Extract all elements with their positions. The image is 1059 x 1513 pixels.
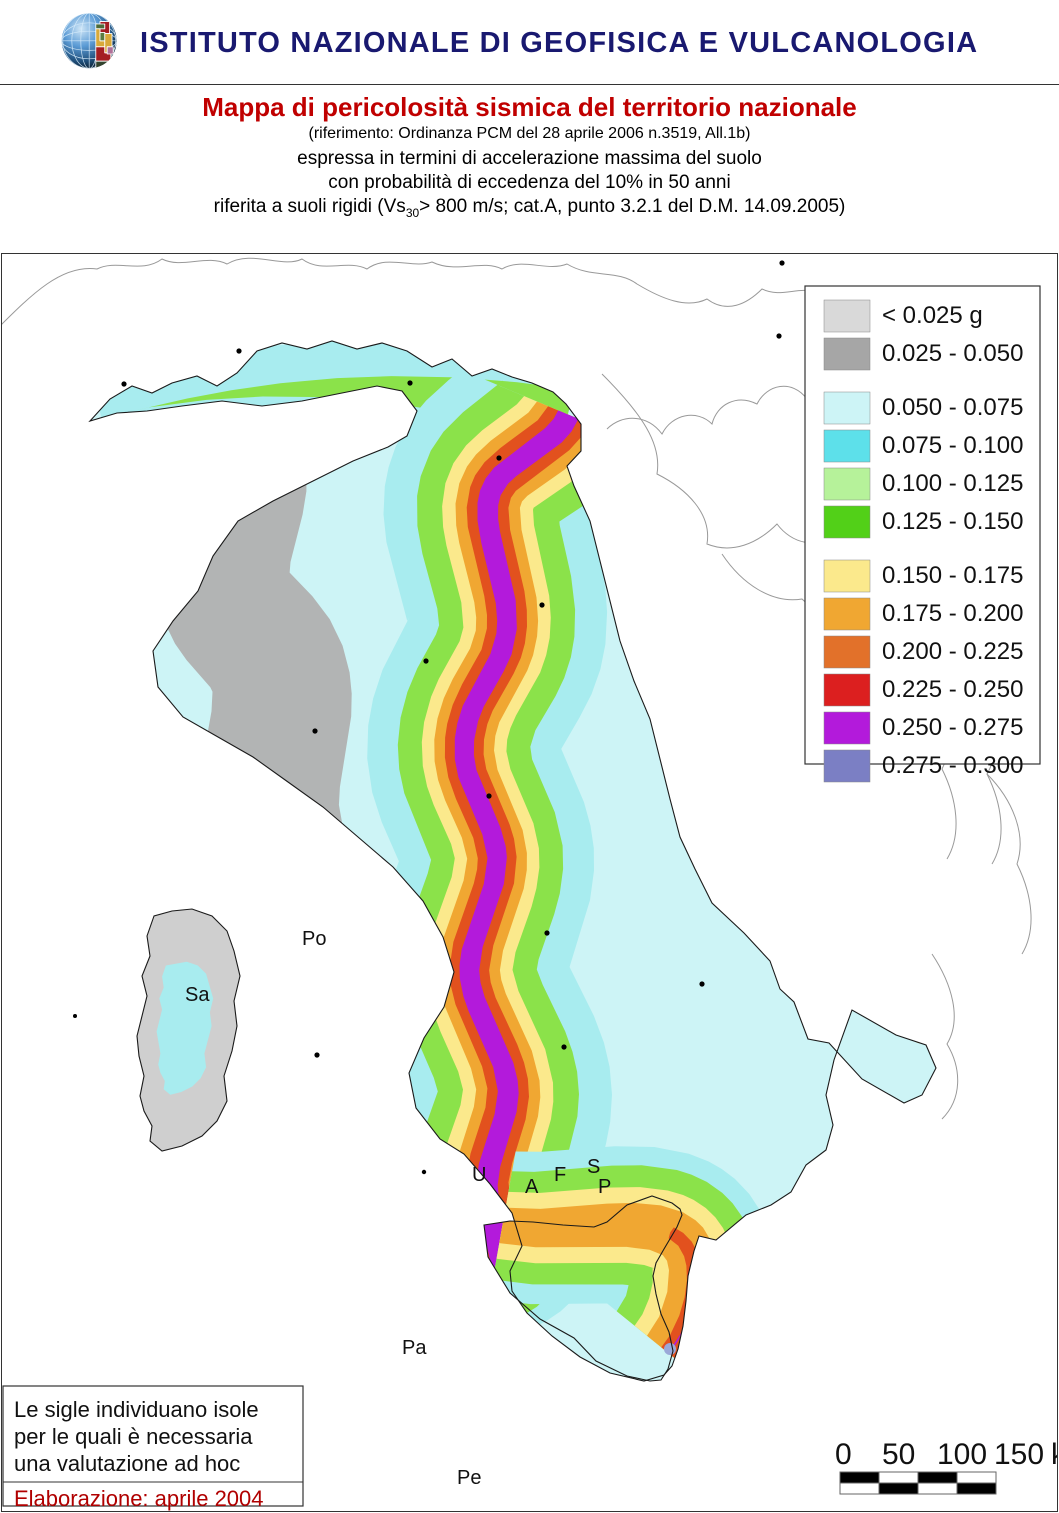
svg-text:0.225 - 0.250: 0.225 - 0.250 — [882, 676, 1023, 703]
svg-text:Sa: Sa — [185, 984, 210, 1006]
svg-text:50: 50 — [882, 1438, 915, 1471]
svg-text:Le sigle individuano isole: Le sigle individuano isole — [14, 1397, 259, 1422]
svg-text:< 0.025 g: < 0.025 g — [882, 302, 983, 329]
svg-text:km: km — [1051, 1438, 1058, 1471]
svg-text:0.100 - 0.125: 0.100 - 0.125 — [882, 470, 1023, 497]
svg-text:0.075 - 0.100: 0.075 - 0.100 — [882, 432, 1023, 459]
svg-text:0.150 - 0.175: 0.150 - 0.175 — [882, 562, 1023, 589]
svg-text:0.250 - 0.275: 0.250 - 0.275 — [882, 714, 1023, 741]
svg-text:150: 150 — [994, 1438, 1044, 1471]
svg-text:P: P — [598, 1176, 611, 1198]
svg-text:una valutazione ad hoc: una valutazione ad hoc — [14, 1451, 240, 1476]
svg-text:Po: Po — [302, 928, 326, 950]
svg-text:S: S — [587, 1156, 600, 1178]
svg-text:A: A — [525, 1176, 539, 1198]
svg-text:Pa: Pa — [402, 1337, 427, 1359]
svg-text:Pe: Pe — [457, 1467, 481, 1489]
svg-text:Elaborazione: aprile 2004: Elaborazione: aprile 2004 — [14, 1486, 264, 1511]
svg-text:0.050 - 0.075: 0.050 - 0.075 — [882, 394, 1023, 421]
svg-text:U: U — [472, 1164, 486, 1186]
svg-text:0.275 - 0.300: 0.275 - 0.300 — [882, 752, 1023, 779]
svg-text:0.025 - 0.050: 0.025 - 0.050 — [882, 340, 1023, 367]
svg-text:F: F — [554, 1164, 566, 1186]
svg-text:0.125 - 0.150: 0.125 - 0.150 — [882, 508, 1023, 535]
svg-text:0.175 - 0.200: 0.175 - 0.200 — [882, 600, 1023, 627]
svg-text:per le quali è necessaria: per le quali è necessaria — [14, 1424, 253, 1449]
svg-text:0.200 - 0.225: 0.200 - 0.225 — [882, 638, 1023, 665]
svg-text:0: 0 — [835, 1438, 852, 1471]
svg-text:100: 100 — [937, 1438, 987, 1471]
